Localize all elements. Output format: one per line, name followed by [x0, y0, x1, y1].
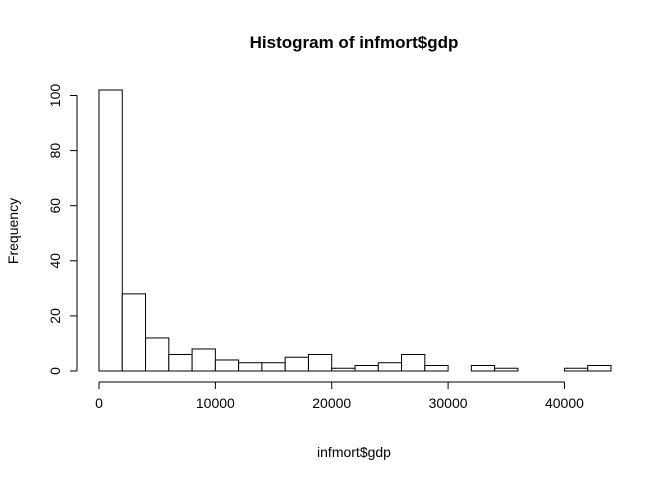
histogram-bar	[121, 293, 147, 372]
histogram-bar	[494, 367, 519, 372]
histogram-bar	[354, 364, 379, 372]
bars-group	[98, 89, 612, 372]
x-tick-label: 0	[95, 395, 103, 411]
x-tick-label: 10000	[196, 395, 235, 411]
histogram-bar	[284, 356, 309, 372]
y-tick-label: 0	[47, 367, 63, 375]
chart-title: Histogram of infmort$gdp	[250, 33, 459, 52]
histogram-bar	[238, 362, 263, 372]
y-tick-label: 40	[47, 253, 63, 269]
histogram-bar	[307, 353, 333, 372]
histogram-bar	[470, 364, 496, 372]
histogram-bar	[587, 364, 612, 372]
histogram-bar	[261, 362, 286, 372]
histogram-bar	[401, 353, 426, 372]
y-tick-label: 100	[47, 84, 63, 108]
y-tick-label: 80	[47, 143, 63, 159]
x-tick-label: 40000	[545, 395, 584, 411]
x-axis-label: infmort$gdp	[317, 444, 391, 460]
histogram-bar	[98, 89, 123, 372]
histogram-bar	[168, 353, 193, 372]
histogram-bar	[331, 367, 356, 372]
y-tick-label: 60	[47, 198, 63, 214]
histogram-bar	[191, 348, 216, 372]
histogram-bar	[424, 364, 449, 372]
histogram-bar	[145, 337, 170, 372]
histogram-bar	[214, 359, 240, 372]
x-tick-label: 20000	[312, 395, 351, 411]
x-axis: 0 10000 20000 30000 40000	[95, 381, 584, 411]
y-axis: 0 20 40 60 80 100	[47, 84, 78, 375]
histogram-bar	[377, 362, 403, 372]
y-tick-label: 20	[47, 308, 63, 324]
histogram-bar	[563, 367, 589, 372]
x-tick-label: 30000	[429, 395, 468, 411]
y-axis-label: Frequency	[5, 198, 21, 264]
